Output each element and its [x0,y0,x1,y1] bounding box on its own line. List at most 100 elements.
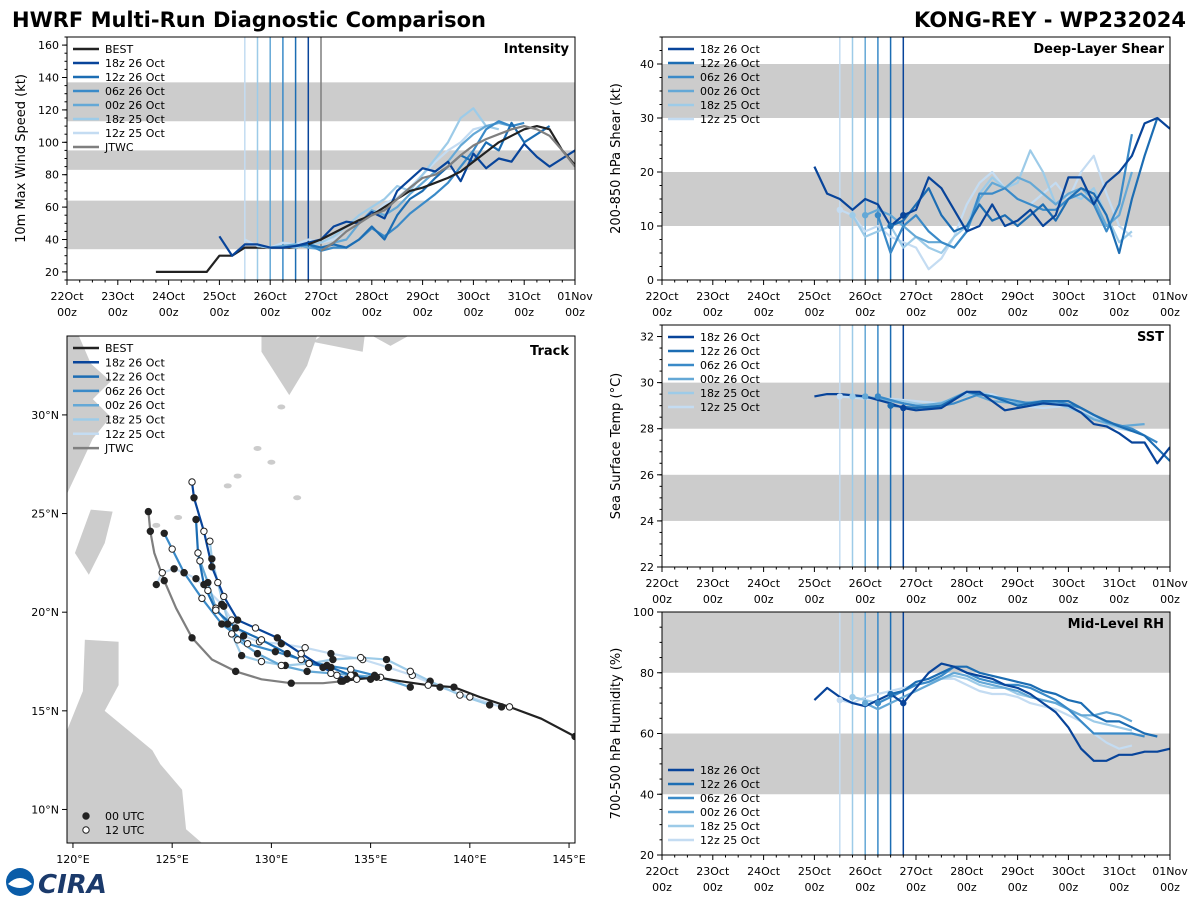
track-00z-26-oct [198,560,411,689]
marker-legend-label: 00 UTC [105,810,145,823]
panel-title: Mid-Level RH [1068,617,1164,632]
y-tick-label: 20 [640,166,654,179]
x-tick-sublabel: 00z [652,306,672,319]
track-point-12z-26-oct [194,549,202,557]
x-tick-label: 25Oct [203,290,237,303]
x-tick-label: 26Oct [849,290,883,303]
x-tick-sublabel: 00z [805,593,825,606]
y-tick-label: 80 [640,667,654,680]
track-point-18z-26-oct [297,649,305,658]
series-12z-25-oct [839,154,1133,271]
y-tick-label: 40 [640,58,654,71]
x-tick-sublabel: 00z [362,306,382,319]
x-tick-label: 01Nov [557,290,593,303]
x-tick-sublabel: 00z [754,593,774,606]
x-tick-sublabel: 00z [260,306,280,319]
x-tick-sublabel: 00z [1109,881,1129,894]
legend-label-18z-25-oct: 18z 25 Oct [700,99,760,112]
marker-legend-symbol [82,812,90,820]
storm-id-title: KONG-REY - WP232024 [914,8,1186,32]
korea-landmass [196,330,220,336]
legend-label-18z-26-oct: 18z 26 Oct [105,356,165,369]
x-tick-sublabel: 00z [1160,306,1180,319]
legend-label-12z-25-oct: 12z 25 Oct [700,834,760,847]
legend-label-best: BEST [105,43,133,56]
x-tick-label: 27Oct [899,577,933,590]
track-point-00z-26-oct [253,649,262,658]
track-point-12z-25-oct [239,632,248,640]
legend-label-00z-26-oct: 00z 26 Oct [700,85,760,98]
track-point-12z-26-oct [305,659,313,668]
x-tick-label: 30Oct [457,290,491,303]
track-point-12z-26-oct [212,606,220,614]
x-tick-label: 24Oct [747,577,781,590]
track-point-best [353,675,361,683]
track-point-06z-26-oct [271,647,280,656]
track-point-18z-26-oct [333,671,341,680]
track-point-18z-25-oct [214,578,222,587]
x-tick-label: 22Oct [645,865,679,878]
track-point-00z-26-oct [224,620,232,628]
x-tick-sublabel: 00z [703,593,723,606]
init-marker-18z-26-oct [900,404,907,412]
track-point-18z-26-oct [200,527,208,536]
intensity-panel: 20 40 60 80 100 120 140 160 22Oct 00z 23Oct 00z 24Oc… [14,36,593,319]
x-tick-sublabel: 00z [514,306,534,319]
init-marker-00z-26-oct [862,212,869,219]
shikoku-landmass [313,336,365,352]
island-landmass [174,514,183,520]
lat-tick-label: 20°N [31,606,59,619]
x-tick-sublabel: 00z [565,306,585,319]
x-tick-sublabel: 00z [652,881,672,894]
track-point-12z-25-oct [170,565,178,573]
track-point-18z-25-oct [237,651,246,660]
x-tick-label: 29Oct [1001,577,1035,590]
legend-label-jtwc: JTWC [104,141,134,154]
init-marker-00z-26-oct [862,699,869,707]
y-axis-label: 700-500 hPa Humidity (%) [609,648,624,820]
track-point-18z-25-oct [382,655,391,664]
track-point-18z-26-oct [233,616,242,624]
x-tick-sublabel: 00z [1059,881,1079,894]
legend-label-18z-26-oct: 18z 26 Oct [700,331,760,344]
x-tick-label: 31Oct [508,290,542,303]
x-tick-label: 28Oct [950,290,984,303]
taiwan-landmass [74,509,113,575]
track-point-06z-26-oct [243,640,252,648]
x-tick-label: 01Nov [1152,577,1188,590]
y-axis-label: Sea Surface Temp (°C) [609,373,624,520]
track-point-18z-25-oct [206,537,214,545]
track-point-00z-26-oct [196,557,204,565]
y-tick-label: 10 [640,220,654,233]
x-tick-label: 27Oct [899,290,933,303]
legend-label-best: BEST [105,342,133,355]
x-tick-label: 01Nov [1152,290,1188,303]
x-tick-label: 25Oct [798,865,832,878]
init-marker-18z-25-oct [849,212,856,219]
panel-title: SST [1137,330,1164,345]
x-tick-sublabel: 00z [57,306,77,319]
legend-label-18z-26-oct: 18z 26 Oct [105,57,165,70]
x-tick-sublabel: 00z [311,306,331,319]
noaa-wave-icon [8,878,32,888]
legend-label-jtwc: JTWC [104,442,134,455]
x-tick-label: 24Oct [152,290,186,303]
x-tick-label: 26Oct [849,577,883,590]
lon-tick-label: 135°E [354,853,387,866]
x-tick-sublabel: 00z [1109,306,1129,319]
x-tick-label: 23Oct [696,577,730,590]
track-point-18z-25-oct [220,602,228,610]
x-tick-sublabel: 00z [1160,881,1180,894]
legend-label-00z-26-oct: 00z 26 Oct [700,806,760,819]
y-tick-label: 60 [45,201,59,214]
track-point-best [372,673,381,681]
figure-title: HWRF Multi-Run Diagnostic Comparison [12,8,486,32]
lat-tick-label: 30°N [31,409,59,422]
legend-label-06z-26-oct: 06z 26 Oct [105,85,165,98]
track-point-18z-26-oct [319,663,327,672]
init-marker-06z-26-oct [874,212,882,219]
legend-label-12z-25-oct: 12z 25 Oct [700,401,760,414]
x-tick-label: 29Oct [1001,290,1035,303]
track-point-jtwc [339,677,347,685]
